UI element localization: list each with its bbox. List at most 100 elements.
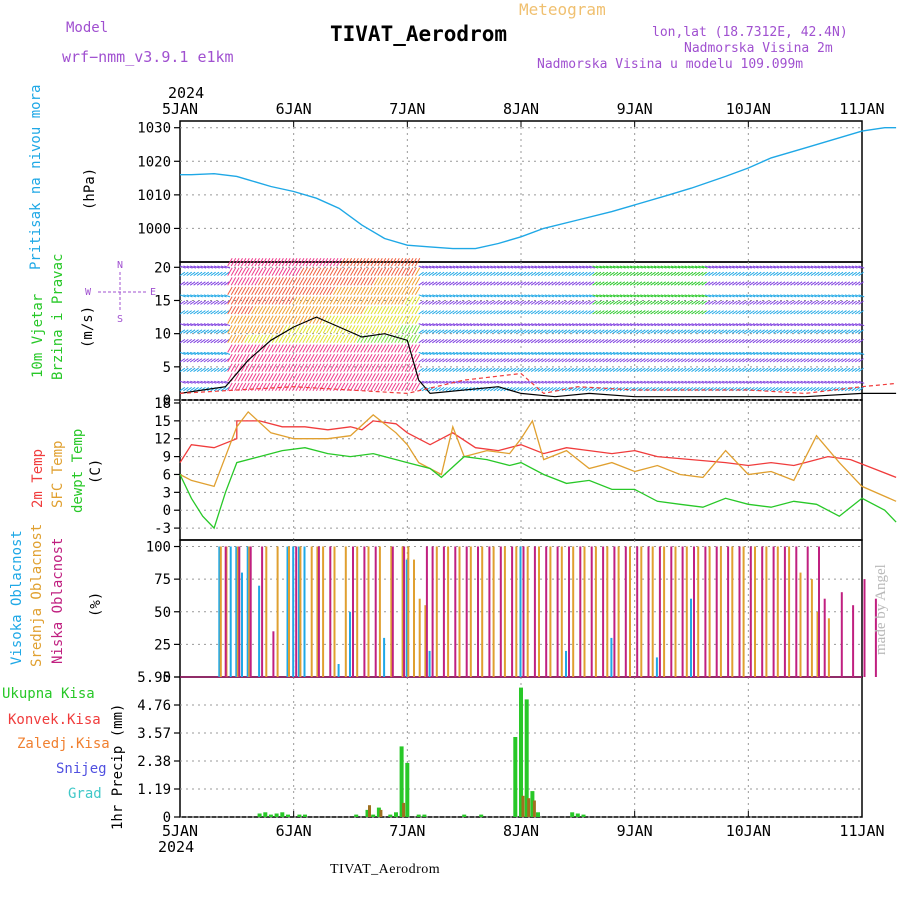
wind-barb — [790, 358, 796, 363]
wind-barb — [599, 265, 606, 269]
wind-barb — [687, 294, 694, 298]
wind-barb — [514, 380, 520, 384]
wind-barb — [759, 351, 766, 355]
wind-barb — [350, 277, 356, 286]
wind-barb — [650, 300, 656, 305]
wind-barb — [554, 300, 561, 305]
wind-barb — [551, 281, 557, 286]
wind-barb — [479, 281, 486, 286]
wind-barb — [428, 338, 435, 344]
cloud-bar-1-46 — [708, 546, 711, 677]
wind-barb — [749, 300, 755, 305]
wind-barb — [493, 380, 500, 384]
wind-barb — [571, 358, 578, 363]
wind-barb — [568, 380, 575, 384]
wind-barb — [459, 271, 465, 277]
wind-barb — [329, 267, 335, 276]
wind-barb — [677, 300, 684, 305]
wind-barb — [701, 265, 708, 269]
wind-barb — [626, 386, 632, 392]
wind-barb — [343, 267, 349, 276]
wind-barb — [469, 367, 476, 373]
wind-barb — [367, 334, 373, 344]
legend-frozen-precip: Zaledj.Kisa — [17, 736, 110, 752]
wind-barb — [527, 367, 533, 373]
wind-barb — [285, 363, 291, 372]
cloud-bar-0-4 — [246, 546, 249, 677]
wind-barb — [663, 300, 670, 305]
wind-barb — [854, 310, 861, 315]
wind-barb — [854, 338, 861, 344]
wind-barb — [380, 363, 387, 372]
wind-barb — [582, 351, 589, 355]
ytick-label-pressure-1000: 1000 — [137, 221, 171, 237]
wind-barb — [837, 294, 844, 298]
wind-barb — [807, 300, 813, 305]
wind-barb — [240, 382, 247, 392]
wind-barb — [629, 300, 636, 305]
wind-barb — [752, 300, 759, 305]
wind-barb — [769, 338, 776, 344]
wind-barb — [783, 351, 790, 355]
wind-barb — [841, 271, 847, 277]
wind-barb — [244, 344, 250, 353]
wind-unit: (m/s) — [80, 305, 96, 348]
wind-barb — [305, 325, 312, 334]
wind-barb — [565, 281, 571, 286]
wind-barb — [657, 386, 663, 392]
wind-barb — [807, 265, 814, 269]
wind-barb — [271, 277, 278, 286]
wind-barb — [602, 329, 609, 334]
wind-barb — [653, 329, 660, 334]
wind-barb — [732, 294, 739, 298]
wind-barb — [814, 351, 821, 355]
wind-barb — [432, 367, 438, 373]
wind-barb — [752, 358, 759, 363]
wind-barb — [275, 296, 281, 305]
wind-barb — [244, 334, 250, 344]
wind-barb — [503, 310, 510, 315]
wind-barb — [691, 367, 697, 373]
wind-barb — [240, 344, 247, 353]
wind-barb — [486, 265, 493, 269]
wind-barb — [476, 265, 483, 269]
wind-barb — [599, 323, 606, 327]
wind-barb — [636, 329, 643, 334]
wind-barb — [817, 271, 823, 277]
wind-barb — [578, 281, 585, 286]
wind-barb — [473, 380, 480, 384]
wind-barb — [735, 271, 741, 277]
wind-barb — [786, 300, 793, 305]
wind-barb — [626, 323, 633, 327]
cloud-bar-0-19 — [690, 598, 692, 677]
wind-barb — [636, 300, 643, 305]
wind-barb — [629, 265, 636, 269]
wind-barb — [190, 380, 197, 384]
wind-barb — [619, 351, 626, 355]
wind-barb — [397, 373, 404, 382]
wind-barb — [346, 296, 353, 305]
wind-barb — [421, 300, 428, 305]
cloud-bar-2-14 — [431, 546, 434, 677]
wind-barb — [725, 338, 731, 344]
wind-barb — [592, 310, 598, 315]
wind-barb — [653, 271, 660, 277]
wind-barb — [687, 367, 694, 373]
wind-barb — [404, 277, 411, 286]
cloud-bar-1-17 — [401, 546, 404, 677]
wind-barb — [653, 310, 660, 315]
wind-barb — [455, 329, 462, 334]
cloud-bar-1-13 — [356, 546, 359, 677]
wind-barb — [807, 358, 813, 363]
wind-barb — [837, 380, 844, 384]
wind-barb — [387, 267, 393, 276]
wind-barb — [616, 300, 622, 305]
wind-barb — [810, 358, 817, 363]
wind-barb — [261, 363, 267, 372]
wind-barb — [643, 367, 649, 373]
wind-barb — [486, 351, 493, 355]
wind-barb — [561, 351, 568, 355]
wind-barb — [309, 363, 315, 372]
cloud-bar-2-32 — [636, 546, 639, 677]
wind-barb — [527, 281, 533, 286]
